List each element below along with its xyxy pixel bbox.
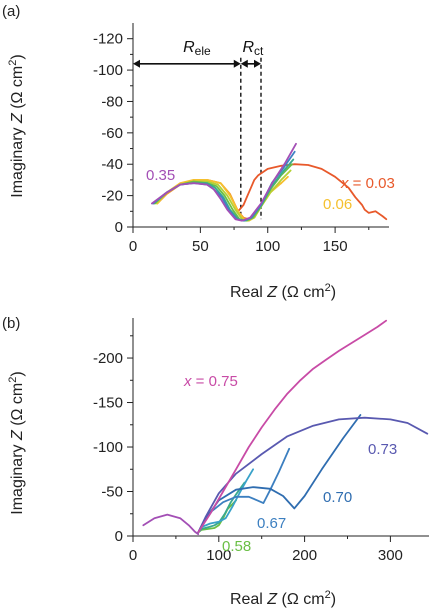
series-label-067: 0.67 xyxy=(257,515,286,532)
panel-b-series xyxy=(142,319,429,536)
panel-a-y-tick-label: -60 xyxy=(101,125,123,142)
series-label-x003: x = 0.03 xyxy=(340,175,395,192)
panel-a-y-tick-label: 0 xyxy=(115,219,123,236)
r-ct-label: Rct xyxy=(242,39,264,58)
r-ele-arrow-right xyxy=(233,59,241,68)
panel-b: (b) 0 100 200 300 0 -50 -100 -150 -200 x = 0.75 … xyxy=(2,315,429,608)
panel-b-series-line-3 xyxy=(197,468,255,534)
panel-a-x-tick-label: 100 xyxy=(255,238,280,255)
panel-a-axes: 0 50 100 150 0 -20 -40 -60 -80 -100 -120 xyxy=(93,23,389,255)
panel-b-x-tick-label: 0 xyxy=(129,547,137,564)
series-label-058: 0.58 xyxy=(222,538,251,555)
panel-b-series-line-1 xyxy=(197,499,237,534)
panel-a-series xyxy=(150,142,388,222)
panel-b-label: (b) xyxy=(2,315,20,332)
panel-a-series-line-0 xyxy=(237,163,388,221)
panel-a-label: (a) xyxy=(2,3,20,20)
panel-b-ylabel: Imaginary Z (Ω cm2) xyxy=(7,371,26,514)
panel-a-y-tick-label: -120 xyxy=(93,31,123,48)
panel-b-series-line-6 xyxy=(197,416,429,534)
r-ele-arrow-left xyxy=(133,59,140,68)
panel-a-y-tick-label: -100 xyxy=(93,62,123,79)
panel-b-y-tick-label: 0 xyxy=(115,528,123,545)
r-ct-arrow-left xyxy=(240,59,248,68)
panel-a-x-tick-label: 50 xyxy=(192,238,209,255)
series-label-070: 0.70 xyxy=(323,489,352,506)
series-label-x075: x = 0.75 xyxy=(183,373,238,390)
panel-b-x-tick-label: 300 xyxy=(378,547,403,564)
panel-a-y-tick-label: -40 xyxy=(101,156,123,173)
panel-b-y-tick-label: -100 xyxy=(93,439,123,456)
panel-a-series-line-7 xyxy=(150,142,297,222)
panel-a-x-tick-label: 150 xyxy=(323,238,348,255)
panel-a-y-tick-label: -20 xyxy=(101,188,123,205)
panel-b-axes: 0 100 200 300 0 -50 -100 -150 -200 xyxy=(93,318,429,564)
panel-b-series-labels: x = 0.75 0.73 0.70 0.67 0.58 xyxy=(183,373,397,555)
panel-b-x-tick-label: 100 xyxy=(206,547,231,564)
panel-a-x-tick-label: 0 xyxy=(129,238,137,255)
panel-a-series-line-3 xyxy=(154,169,292,222)
panel-b-series-line-0 xyxy=(142,513,200,536)
panel-b-y-tick-label: -200 xyxy=(93,350,123,367)
panel-b-xlabel: Real Z (Ω cm2) xyxy=(230,589,336,608)
panel-b-y-tick-label: -50 xyxy=(101,484,123,501)
series-label-006: 0.06 xyxy=(323,196,352,213)
panel-a-annotations: Rele Rct xyxy=(133,39,264,220)
r-ele-label: Rele xyxy=(183,39,211,58)
panel-a-ylabel: Imaginary Z (Ω cm2) xyxy=(7,54,26,197)
r-ct-arrow-right xyxy=(254,59,261,68)
panel-b-x-tick-label: 200 xyxy=(292,547,317,564)
panel-b-y-tick-label: -150 xyxy=(93,395,123,412)
panel-b-series-line-7 xyxy=(197,319,388,534)
series-label-073: 0.73 xyxy=(368,441,397,458)
panel-a-series-labels: x = 0.03 0.06 0.35 xyxy=(146,167,395,213)
panel-a-xlabel: Real Z (Ω cm2) xyxy=(230,282,336,301)
series-label-035: 0.35 xyxy=(146,167,175,184)
panel-a-y-tick-label: -80 xyxy=(101,93,123,110)
